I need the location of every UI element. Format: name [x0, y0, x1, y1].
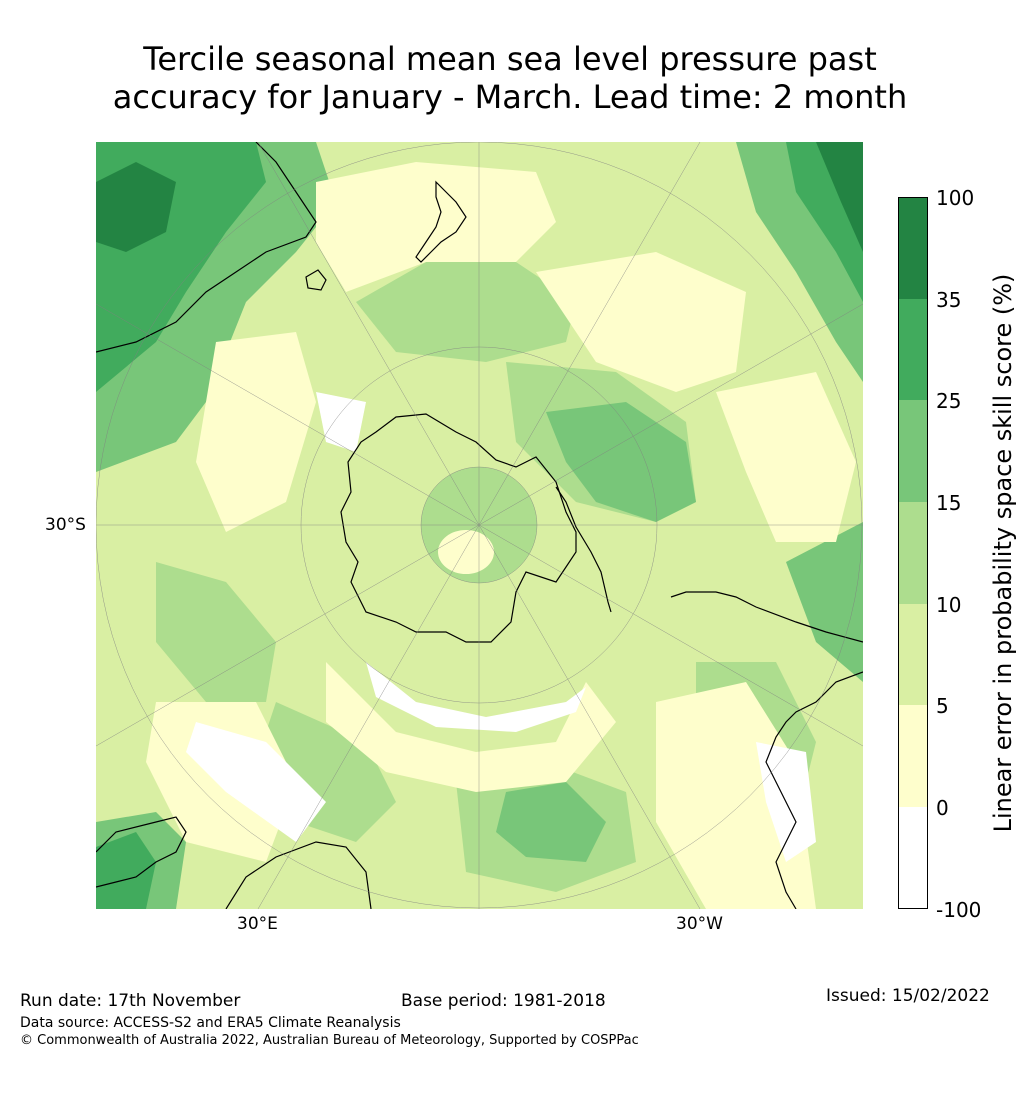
- copyright: © Commonwealth of Australia 2022, Austra…: [20, 1033, 639, 1048]
- lon-label-30e: 30°E: [237, 914, 278, 934]
- field-pale-west: [196, 332, 316, 532]
- colorbar-label: Linear error in probability space skill …: [989, 273, 1017, 833]
- meridian-150: [257, 142, 480, 526]
- colorbar-level-25-35: [898, 299, 928, 400]
- field-ne-top: [816, 142, 863, 252]
- field-neg-west: [316, 392, 366, 452]
- south-america-coast: [670, 591, 863, 909]
- field-pale-southeast: [656, 682, 816, 909]
- colorbar-tick-neg100: -100: [936, 898, 982, 922]
- colorbar: [898, 197, 928, 909]
- meridian-30: [257, 524, 480, 909]
- data-source: Data source: ACCESS-S2 and ERA5 Climate …: [20, 1015, 401, 1031]
- title-line-1: Tercile seasonal mean sea level pressure…: [143, 40, 877, 78]
- colorbar-level-0-5: [898, 705, 928, 807]
- colorbar-tick-25: 25: [936, 389, 962, 413]
- africa-coast: [96, 816, 372, 909]
- colorbar-level-15-25: [898, 400, 928, 502]
- skill-score-map: [96, 142, 863, 909]
- lat-label-30s: 30°S: [45, 515, 86, 535]
- colorbar-tick-100: 100: [936, 186, 975, 210]
- lon-label-30w: 30°W: [676, 914, 723, 934]
- graticule: [96, 142, 863, 909]
- colorbar-frame: [898, 197, 928, 909]
- meridian-120: [96, 303, 480, 526]
- colorbar-tick-5: 5: [936, 694, 949, 718]
- field-neg-sw: [186, 722, 326, 842]
- issued-date: Issued: 15/02/2022: [826, 986, 990, 1006]
- meridian-300: [478, 524, 863, 747]
- new-zealand-coast: [415, 180, 467, 263]
- meridian-330: [478, 524, 701, 909]
- antarctic-peninsula: [555, 486, 612, 613]
- field-neg-ring: [366, 662, 586, 732]
- antarctica-coast: [340, 413, 577, 643]
- field-south-core: [496, 782, 606, 862]
- field-pale-ring: [326, 662, 616, 792]
- colorbar-tick-35: 35: [936, 288, 962, 312]
- meridian-240: [478, 303, 863, 526]
- colorbar-level-10-15: [898, 502, 928, 604]
- base-period: Base period: 1981-2018: [401, 991, 606, 1011]
- colorbar-tick-10: 10: [936, 593, 962, 617]
- meridian-60: [96, 524, 480, 747]
- run-date: Run date: 17th November: [20, 991, 241, 1011]
- title-line-2: accuracy for January - March. Lead time:…: [112, 78, 908, 116]
- colorbar-level-neg100-0: [898, 807, 928, 909]
- field-sw-higher: [96, 832, 156, 909]
- colorbar-level-35-100: [898, 197, 928, 299]
- colorbar-tick-0: 0: [936, 796, 949, 820]
- colorbar-tick-15: 15: [936, 491, 962, 515]
- field-east-core: [546, 402, 696, 522]
- field-mid-ring-1: [356, 262, 576, 362]
- field-pole-pale: [438, 530, 494, 574]
- colorbar-level-5-10: [898, 604, 928, 705]
- field-mid-ring-3: [156, 562, 276, 702]
- australia-coast: [96, 142, 317, 353]
- field-nw-top: [96, 162, 176, 252]
- field-pale-east: [716, 372, 856, 542]
- tasmania-coast: [305, 269, 327, 291]
- meridian-210: [478, 142, 701, 526]
- chart-title: Tercile seasonal mean sea level pressure…: [0, 40, 1020, 116]
- field-pale-ne: [536, 252, 746, 392]
